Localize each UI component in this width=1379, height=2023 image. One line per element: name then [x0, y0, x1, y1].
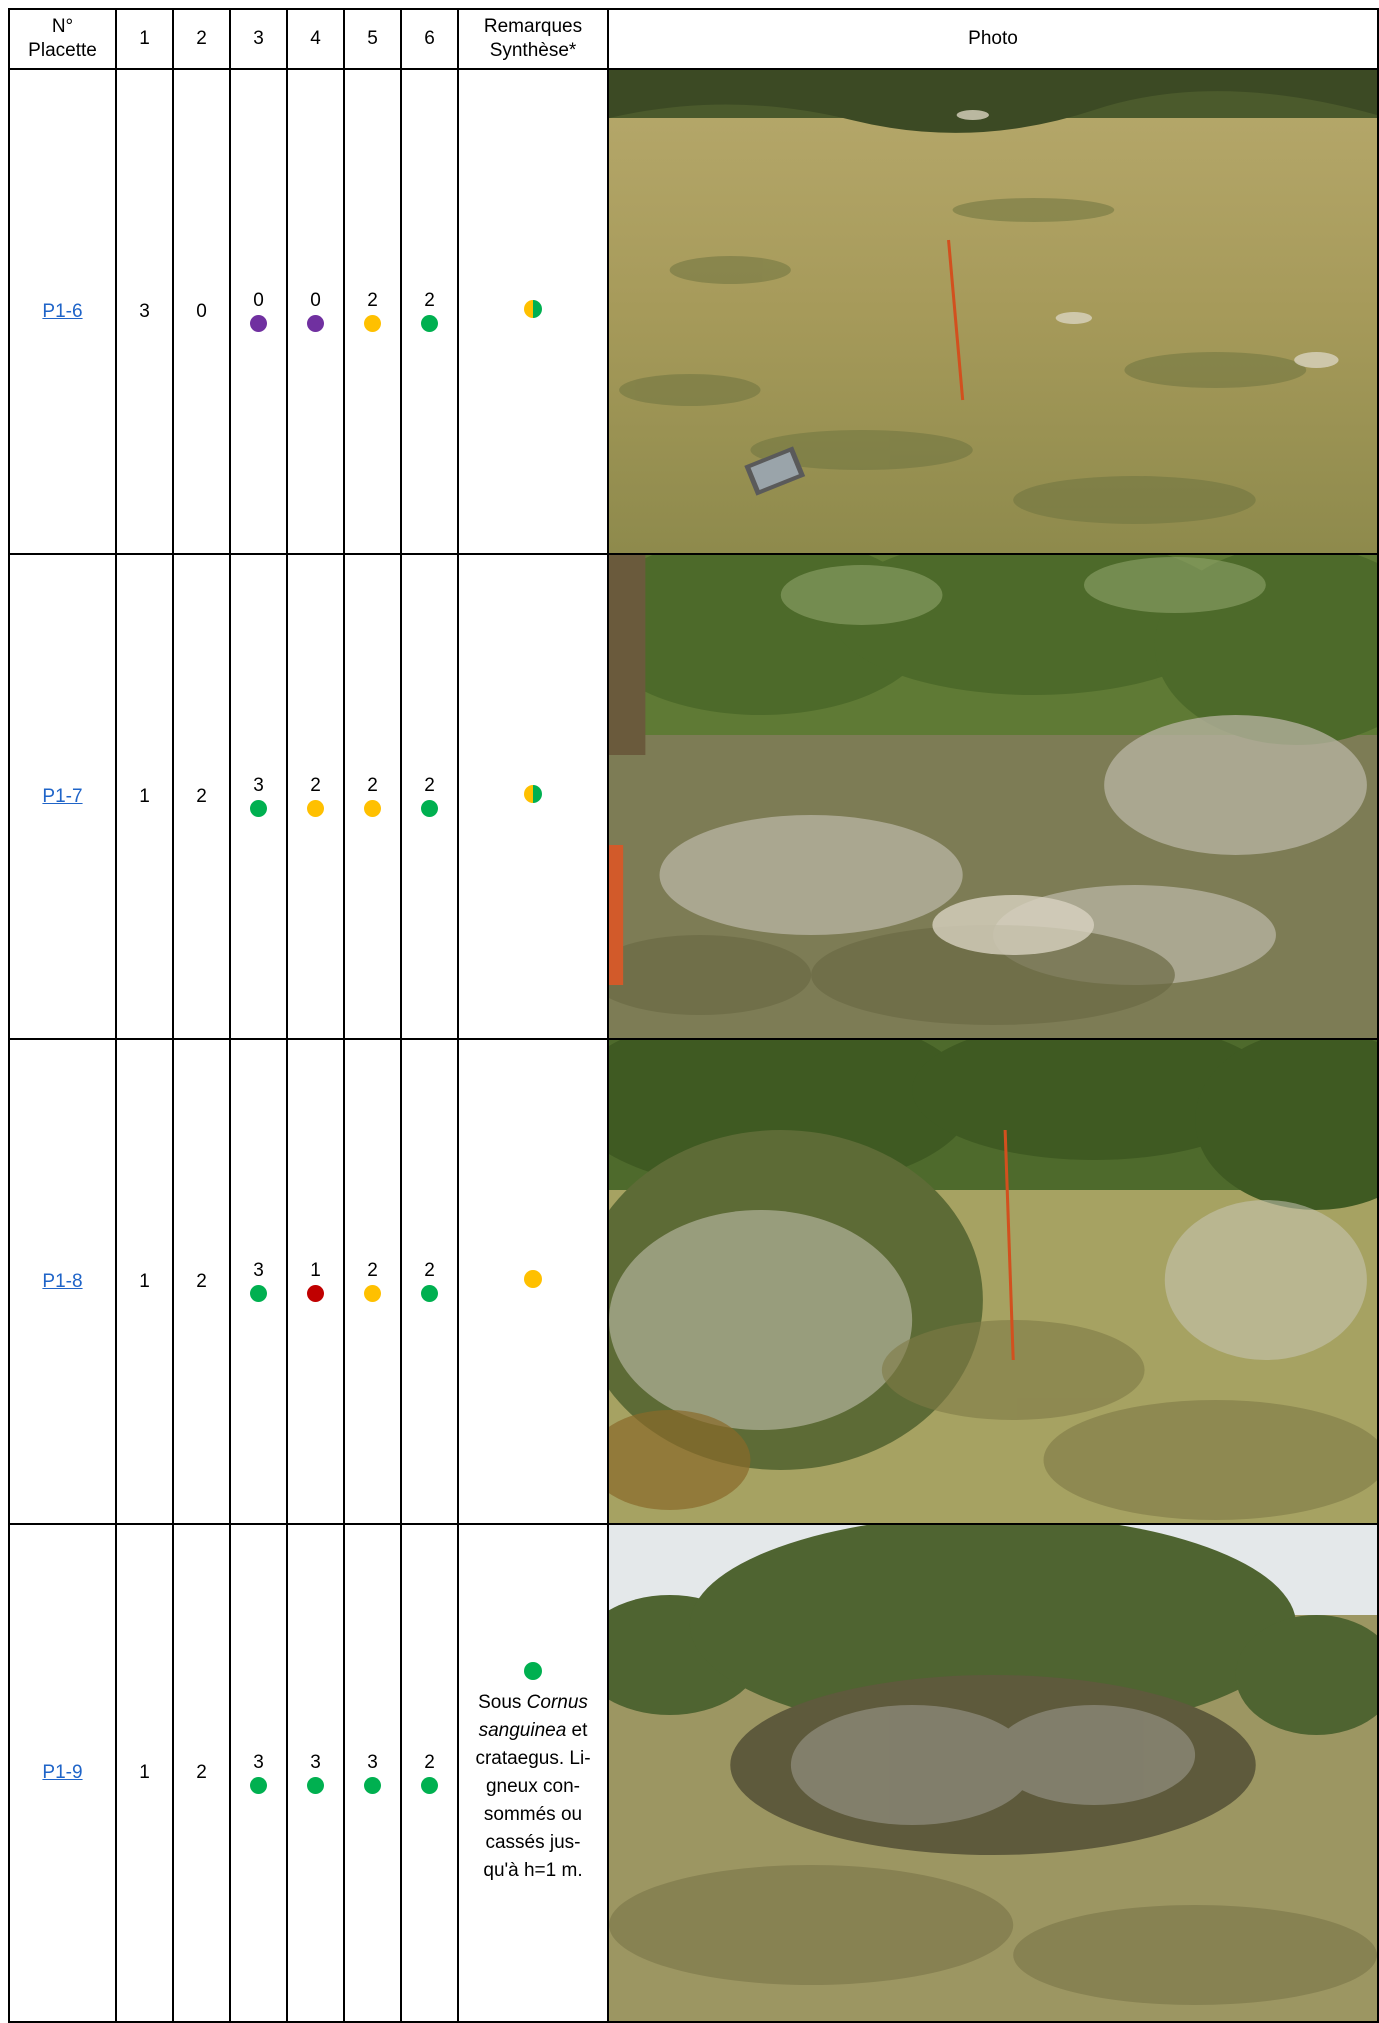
half-dot-icon [524, 299, 542, 318]
status-dot [421, 315, 438, 332]
synthese-cell [457, 553, 609, 1040]
status-dot [364, 800, 381, 817]
status-dot [250, 1285, 267, 1302]
status-dot [307, 1776, 324, 1794]
cell-1: 1 [115, 553, 174, 1040]
cell-2: 2 [172, 553, 231, 1040]
header-row: N° Placette 1 2 3 4 5 6 Remarques Synthèse… [8, 8, 1379, 70]
header-col-4: 4 [286, 8, 345, 70]
table-row: P1-7 1 2 3 2 2 2 [8, 553, 1379, 1040]
site-photo [609, 1040, 1377, 1523]
cell-2: 2 [172, 1523, 231, 2023]
status-dot [250, 315, 267, 332]
cell-1: 1 [115, 1523, 174, 2023]
table-row: P1-8 1 2 3 1 2 2 [8, 1038, 1379, 1525]
status-dot [421, 1285, 438, 1302]
cell-2: 2 [172, 1038, 231, 1525]
header-col-5: 5 [343, 8, 402, 70]
placette-link[interactable]: P1-7 [42, 785, 83, 807]
score-cell: 2 [345, 291, 400, 332]
score-cell: 3 [231, 776, 286, 817]
placette-link[interactable]: P1-8 [42, 1270, 83, 1292]
score-cell: 3 [288, 1752, 343, 1794]
score-cell: 2 [402, 776, 457, 817]
score-cell: 2 [345, 1261, 400, 1302]
status-dot [250, 1776, 267, 1794]
cell-2: 0 [172, 68, 231, 555]
table-row: P1-9 1 2 3 3 3 2 Sous Cornus sanguinea e… [8, 1523, 1379, 2023]
score-cell: 2 [402, 1752, 457, 1794]
header-col-2: 2 [172, 8, 231, 70]
status-dot [364, 1776, 381, 1794]
placette-link[interactable]: P1-9 [42, 1762, 83, 1783]
synthese-dot-icon [524, 1269, 542, 1288]
header-placette: N° Placette [8, 8, 117, 70]
synthese-cell [457, 1038, 609, 1525]
status-dot [364, 315, 381, 332]
site-photo [609, 555, 1377, 1038]
status-dot [307, 315, 324, 332]
score-cell: 2 [402, 291, 457, 332]
score-cell: 1 [288, 1261, 343, 1302]
header-remarques: Remarques Synthèse* [457, 8, 609, 70]
cell-1: 3 [115, 68, 174, 555]
placette-table: N° Placette 1 2 3 4 5 6 Remarques Synthèse… [8, 8, 1379, 2023]
status-dot [421, 1776, 438, 1794]
half-dot-icon [524, 784, 542, 803]
cell-1: 1 [115, 1038, 174, 1525]
placette-link[interactable]: P1-6 [42, 300, 83, 322]
header-col-1: 1 [115, 8, 174, 70]
score-cell: 3 [231, 1261, 286, 1302]
table-row: P1-6 3 0 0 0 2 2 [8, 68, 1379, 555]
status-dot [364, 1285, 381, 1302]
synthese-cell: Sous Cornus sanguinea et crataegus. Li- … [457, 1523, 609, 2023]
site-photo [609, 70, 1377, 553]
status-dot [307, 800, 324, 817]
status-dot [250, 800, 267, 817]
synthese-cell [457, 68, 609, 555]
status-dot [307, 1285, 324, 1302]
status-dot [421, 800, 438, 817]
score-cell: 0 [288, 291, 343, 332]
header-photo: Photo [607, 8, 1379, 70]
synthese-dot-icon [524, 1662, 542, 1680]
score-cell: 3 [345, 1752, 400, 1794]
score-cell: 2 [402, 1261, 457, 1302]
score-cell: 0 [231, 291, 286, 332]
remark-text: Sous Cornus sanguinea et crataegus. Li- … [459, 1661, 607, 1885]
score-cell: 3 [231, 1752, 286, 1794]
header-col-3: 3 [229, 8, 288, 70]
score-cell: 2 [288, 776, 343, 817]
score-cell: 2 [345, 776, 400, 817]
site-photo [609, 1525, 1377, 2021]
header-col-6: 6 [400, 8, 459, 70]
